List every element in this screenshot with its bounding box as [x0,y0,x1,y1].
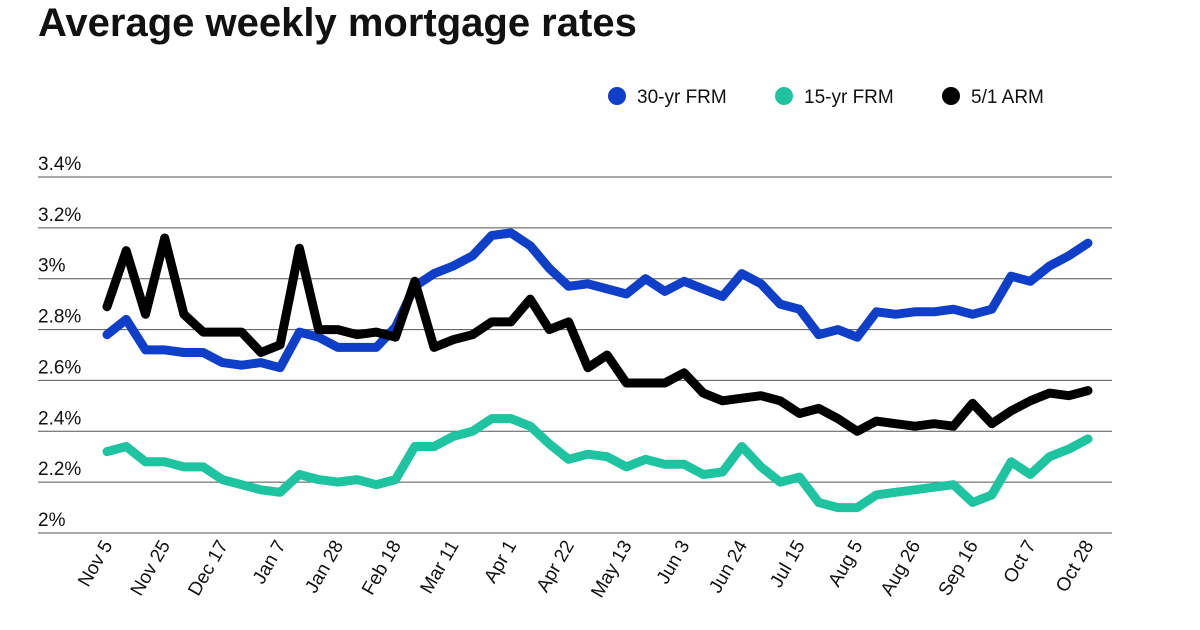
x-tick-label: Aug 26 [877,537,925,600]
series-line [102,414,1093,513]
x-tick-label: Nov 5 [74,537,117,590]
y-tick-label: 3% [38,256,66,277]
legend-label: 15-yr FRM [804,87,894,108]
x-tick-label: Jan 28 [301,537,348,597]
legend-marker [775,87,793,105]
x-tick-label: Sep 16 [935,537,983,600]
legend-label: 5/1 ARM [971,87,1044,108]
x-tick-label: Aug 5 [824,537,867,591]
legend-label: 30-yr FRM [637,87,727,108]
x-tick-label: Jan 7 [249,537,290,588]
y-tick-label: 3.4% [38,154,81,175]
chart-title: Average weekly mortgage rates [38,1,637,45]
x-tick-label: Apr 22 [533,537,579,596]
x-tick-label: May 13 [587,537,636,601]
x-tick-label: Jul 15 [766,537,810,591]
x-tick-label: Oct 7 [1000,537,1041,587]
legend-marker [942,87,960,105]
y-tick-label: 2% [38,510,66,531]
x-tick-label: Mar 11 [417,537,464,597]
y-tick-label: 3.2% [38,205,81,226]
x-tick-label: Feb 18 [358,537,406,599]
x-tick-label: Jun 24 [705,537,752,597]
y-tick-label: 2.4% [38,408,81,429]
x-tick-label: Oct 28 [1052,537,1098,596]
series-line [102,233,1093,436]
x-tick-label: Dec 17 [184,537,232,600]
series-line [102,228,1093,373]
legend-marker [608,87,626,105]
x-tick-label: Nov 25 [127,537,175,600]
x-tick-label: Jun 3 [653,537,694,588]
x-tick-label: Apr 1 [480,537,521,587]
y-tick-label: 2.6% [38,357,81,378]
y-tick-label: 2.2% [38,459,81,480]
y-tick-label: 2.8% [38,307,81,328]
